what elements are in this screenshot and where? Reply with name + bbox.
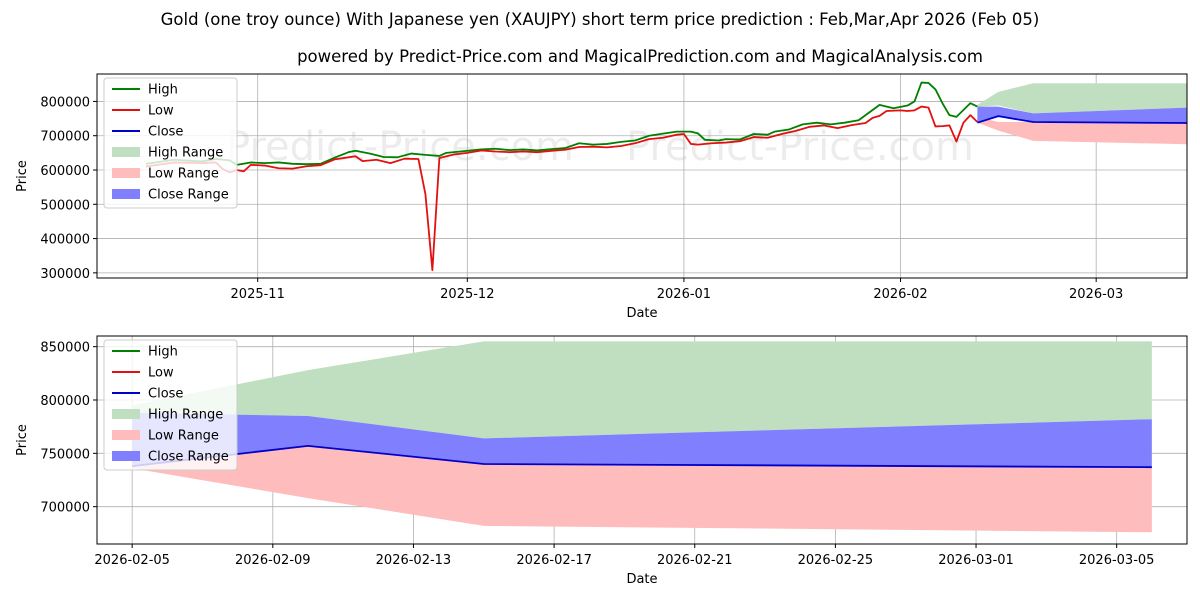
p0-y-axis-label: Price (15, 160, 30, 192)
p1-legend-swatch-5 (112, 451, 140, 461)
p1-range-high-range (132, 341, 1152, 439)
p0-y-tick-label-4: 700000 (40, 130, 90, 145)
p0-legend-label-1: Low (148, 104, 174, 119)
p0-legend-swatch-5 (112, 189, 140, 199)
p1-range-low-range (132, 445, 1152, 533)
p1-y-tick-label-3: 850000 (40, 341, 90, 356)
p0-series-low-line (145, 105, 979, 272)
p0-y-tick-label-2: 500000 (40, 198, 90, 213)
p0-x-tick-label-4: 2026-03 (1069, 287, 1123, 302)
p1-y-tick-label-2: 800000 (40, 394, 90, 409)
bottom-forecast-chart: Predict-Price.comPredict-Price.com2026-0… (15, 335, 1188, 587)
p0-watermark-3: Predict-Price.com (626, 276, 974, 322)
p0-legend-label-5: Close Range (148, 188, 229, 203)
chart-title: Gold (one troy ounce) With Japanese yen … (161, 10, 1040, 29)
p1-x-tick-label-1: 2026-02-09 (235, 553, 311, 568)
p0-y-tick-label-5: 800000 (40, 95, 90, 110)
p0-watermark-group: Predict-Price.com Predict-Price.comPredic… (226, 124, 974, 322)
p0-legend-label-3: High Range (148, 146, 223, 161)
p0-legend-swatch-3 (112, 147, 140, 157)
p0-legend-label-4: Low Range (148, 167, 219, 182)
chart-subtitle: powered by Predict-Price.com and Magical… (297, 47, 983, 66)
p1-plot-area (132, 341, 1152, 533)
p1-axes-frame (96, 335, 1188, 545)
p1-legend: High Low Close High Range Low Range Close Ran… (103, 339, 238, 471)
p0-x-tick-label-3: 2026-02 (873, 287, 927, 302)
p1-x-tick-label-2: 2026-02-13 (376, 553, 452, 568)
p1-legend-swatch-4 (112, 430, 140, 440)
p1-x-axis-label: Date (626, 572, 657, 587)
p0-x-axis-label: Date (626, 306, 657, 321)
p1-x-tick-label-6: 2026-03-01 (938, 553, 1014, 568)
p0-watermark-2: Predict-Price.com (226, 276, 574, 322)
p1-x-tick-label-5: 2026-02-25 (798, 553, 874, 568)
p1-y-axis-label: Price (15, 424, 30, 456)
p1-x-tick-label-7: 2026-03-05 (1079, 553, 1155, 568)
p1-legend-label-1: Low (148, 366, 174, 381)
p0-plot-area (145, 81, 1187, 272)
p0-range-close-range (977, 106, 1187, 124)
p0-legend-swatch-4 (112, 168, 140, 178)
p1-y-tick-label-0: 700000 (40, 501, 90, 516)
p1-legend-label-3: High Range (148, 408, 223, 423)
p1-legend-label-4: Low Range (148, 429, 219, 444)
p1-x-tick-label-4: 2026-02-21 (657, 553, 733, 568)
p0-y-tick-label-1: 400000 (40, 233, 90, 248)
p0-legend-label-2: Close (148, 125, 183, 140)
p0-axes-frame (96, 73, 1188, 279)
p1-y-tick-label-1: 750000 (40, 447, 90, 462)
p1-x-tick-label-3: 2026-02-17 (516, 553, 592, 568)
p0-x-tick-label-1: 2025-12 (440, 287, 494, 302)
p0-x-tick-label-2: 2026-01 (657, 287, 711, 302)
p0-range-high-range (977, 83, 1187, 114)
p0-range-low-range (977, 116, 1187, 145)
p1-legend-swatch-3 (112, 409, 140, 419)
p0-x-tick-label-0: 2025-11 (231, 287, 285, 302)
p0-y-tick-label-0: 300000 (40, 267, 90, 282)
p0-legend: High Low Close High Range Low Range Close Ran… (103, 77, 238, 209)
p0-y-tick-label-3: 600000 (40, 164, 90, 179)
p1-legend-label-2: Close (148, 387, 183, 402)
p0-legend-label-0: High (148, 83, 178, 98)
p1-legend-label-0: High (148, 345, 178, 360)
p1-x-tick-label-0: 2026-02-05 (94, 553, 170, 568)
p0-series-high-line (145, 81, 978, 166)
p1-legend-label-5: Close Range (148, 450, 229, 465)
p0-series-close-line (977, 115, 1187, 124)
top-price-chart: Predict-Price.com Predict-Price.comPredic… (15, 73, 1188, 322)
